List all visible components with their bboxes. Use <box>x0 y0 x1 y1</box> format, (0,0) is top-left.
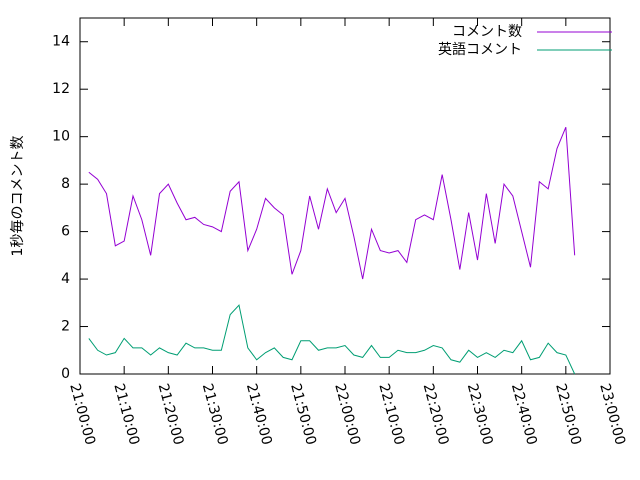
x-tick-label: 22:50:00 <box>552 382 584 447</box>
series-line <box>88 304 576 375</box>
x-tick-label: 21:00:00 <box>66 382 98 447</box>
x-tick-label: 21:30:00 <box>199 382 231 447</box>
x-tick-label: 22:00:00 <box>331 382 363 447</box>
y-tick-label: 0 <box>61 366 70 382</box>
series-line <box>88 126 576 280</box>
x-tick-label: 22:10:00 <box>375 382 407 447</box>
y-tick-label: 6 <box>61 224 70 240</box>
y-tick-label: 4 <box>61 271 70 287</box>
y-tick-label: 10 <box>52 129 70 145</box>
x-tick-label: 21:20:00 <box>155 382 187 447</box>
x-tick-label: 21:50:00 <box>287 382 319 447</box>
legend-label: コメント数 <box>452 24 522 40</box>
y-tick-label: 14 <box>52 34 70 50</box>
x-tick-label: 22:20:00 <box>420 382 452 447</box>
x-tick-label: 22:40:00 <box>508 382 540 447</box>
y-tick-label: 8 <box>61 176 70 192</box>
y-axis-label: 1秒毎のコメント数 <box>10 136 26 257</box>
x-tick-label: 21:10:00 <box>110 382 142 447</box>
legend-label: 英語コメント <box>438 41 522 58</box>
x-tick-label: 23:00:00 <box>596 382 628 447</box>
x-tick-label: 21:40:00 <box>243 382 275 447</box>
x-tick-label: 22:30:00 <box>464 382 496 447</box>
y-tick-label: 2 <box>61 319 70 335</box>
y-tick-label: 12 <box>52 81 70 97</box>
